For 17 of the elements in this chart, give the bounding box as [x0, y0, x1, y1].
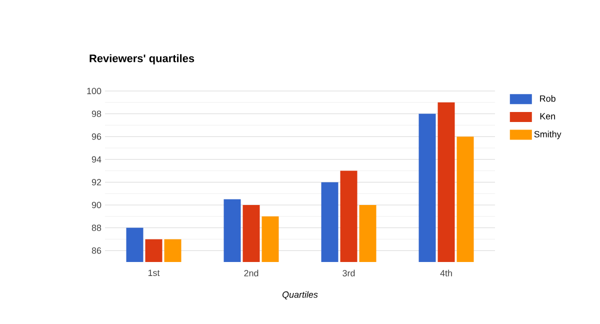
y-tick-label: 98 [92, 110, 102, 117]
y-tick-label: 86 [92, 247, 102, 254]
legend-label: Rob [540, 95, 556, 102]
x-tick-label: 2nd [244, 270, 258, 276]
x-tick-label: 1st [148, 270, 160, 276]
x-tick-label: 4th [440, 270, 452, 276]
y-tick-label: 88 [92, 224, 102, 231]
x-tick-label: 3rd [342, 270, 355, 276]
legend-label: Ken [540, 113, 555, 120]
x-axis-title: Quartiles [282, 291, 318, 300]
y-tick-label: 96 [92, 133, 102, 140]
y-tick-label: 100 [87, 88, 102, 94]
y-tick-label: 92 [92, 179, 102, 186]
legend-label: Smithy [534, 130, 562, 140]
chart-title: Reviewers' quartiles [90, 54, 194, 64]
y-tick-label: 90 [92, 202, 102, 208]
y-tick-label: 94 [92, 156, 102, 163]
